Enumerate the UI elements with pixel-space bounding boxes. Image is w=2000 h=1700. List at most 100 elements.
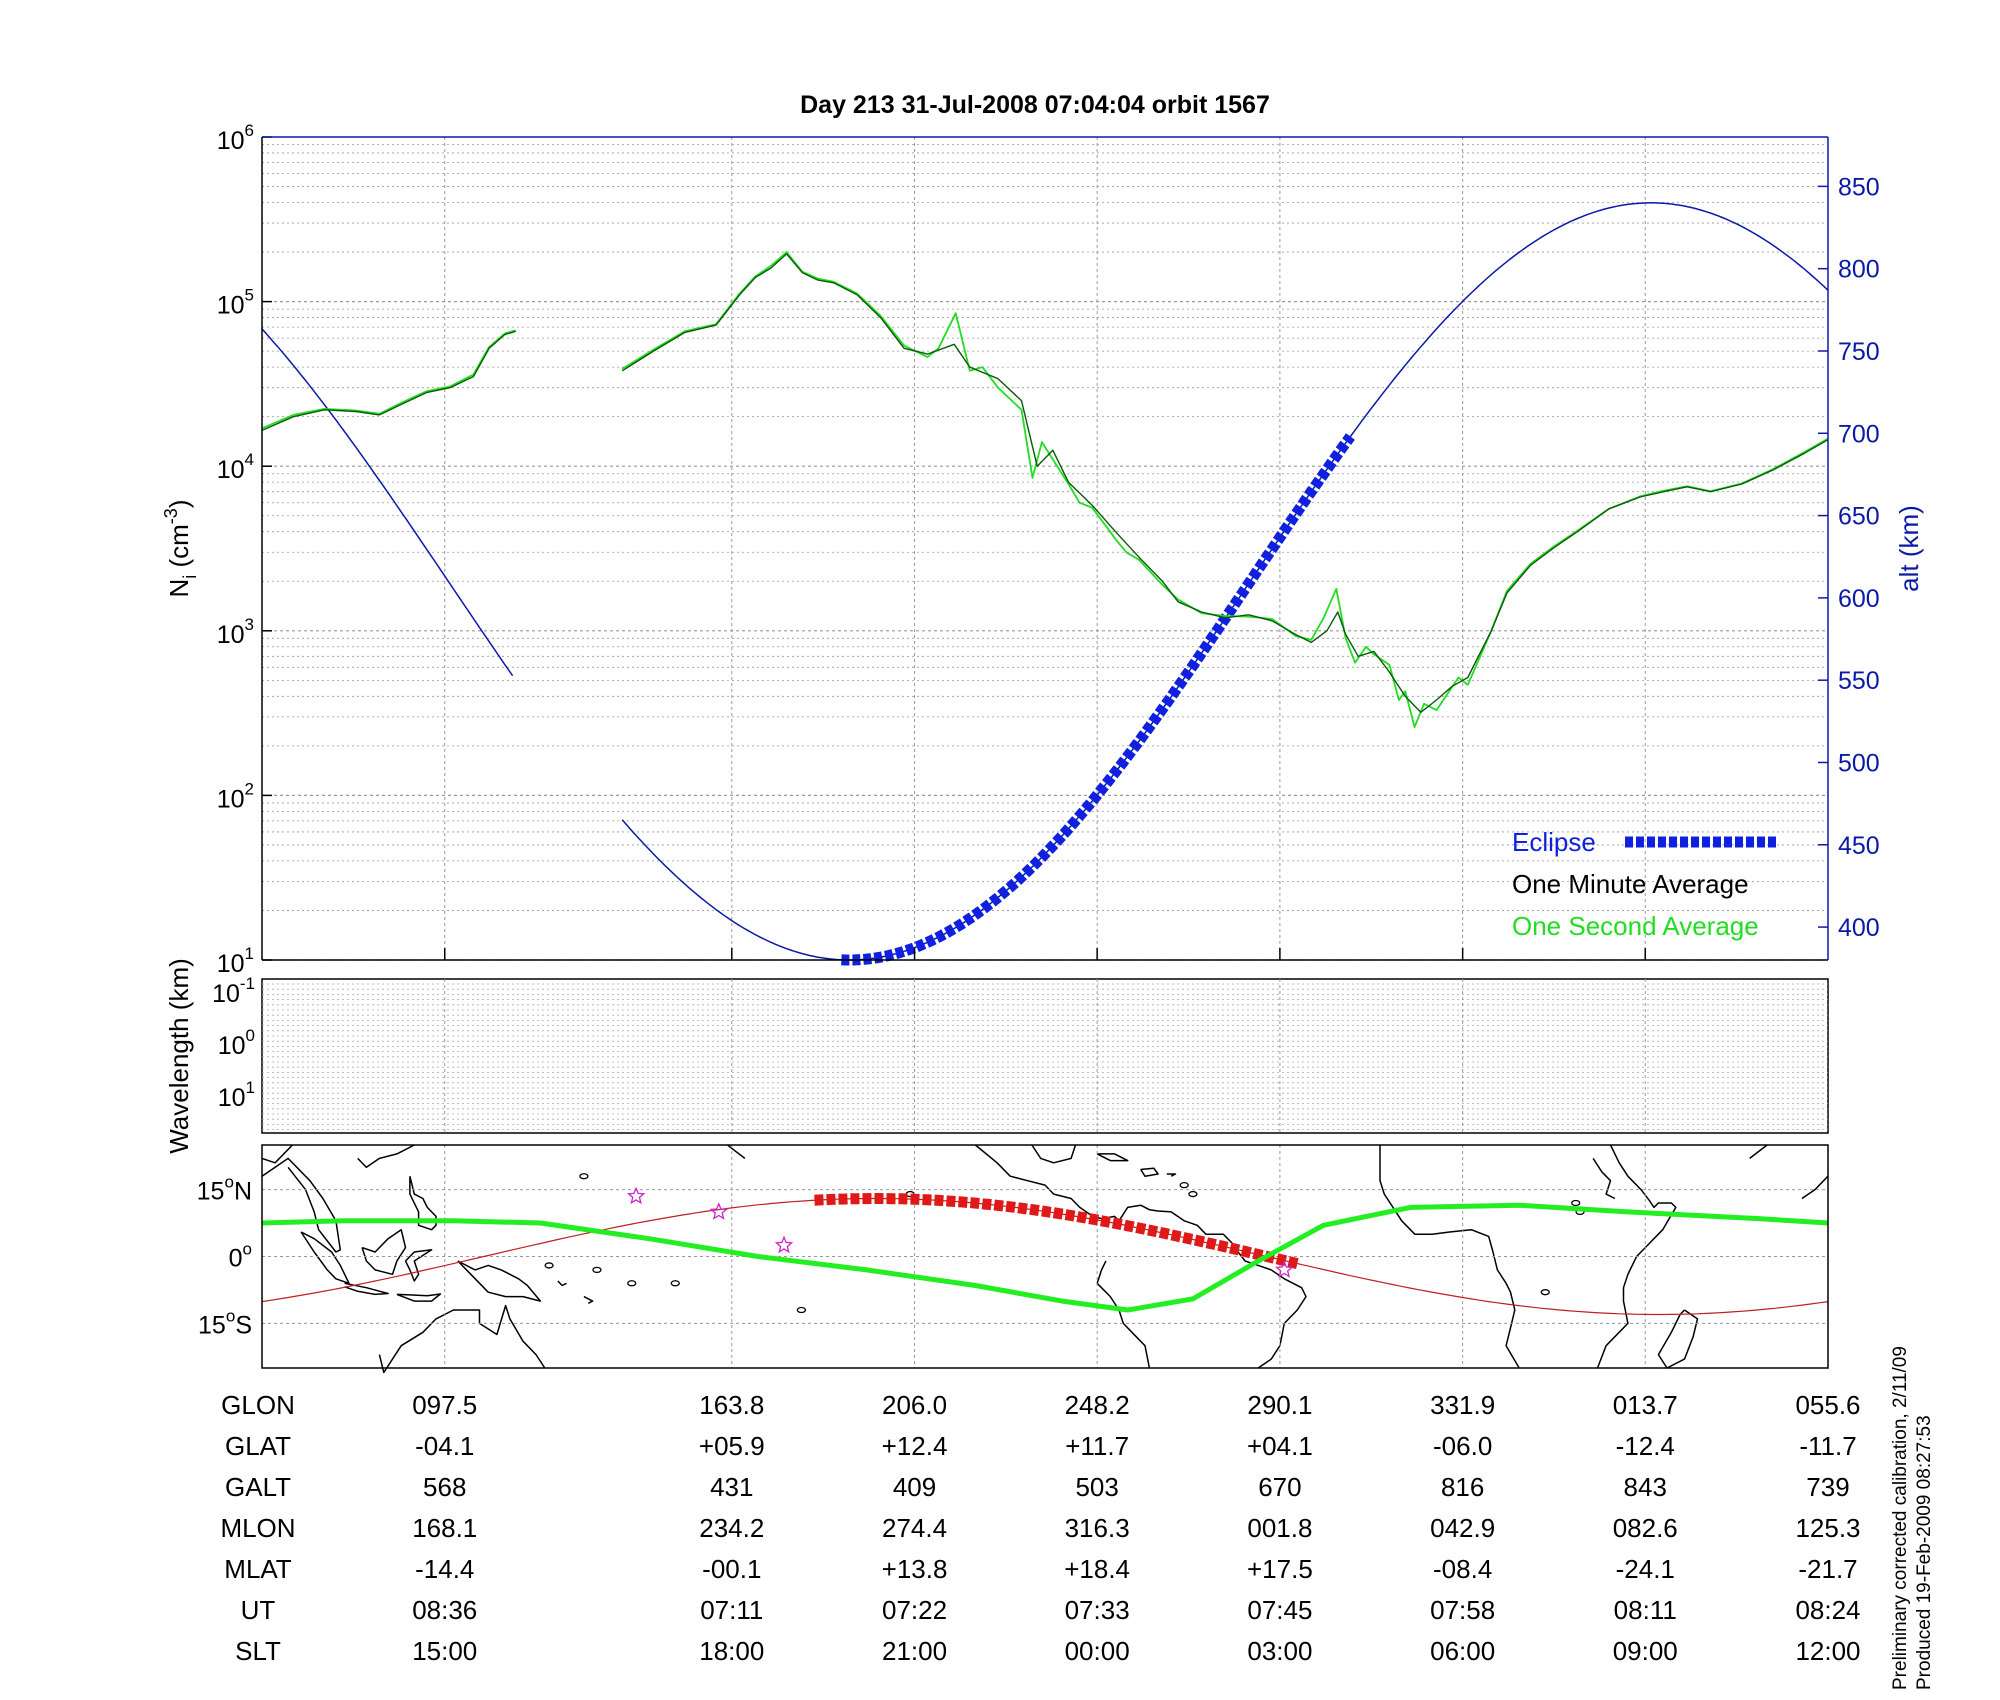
wavelength-tick-exponent: -1 [240,974,255,993]
ephemeris-row-label: GALT [225,1472,291,1502]
coastline [1096,1260,1151,1369]
ephemeris-cell: +04.1 [1247,1431,1313,1461]
wavelength-tick-label: 101 [218,1078,255,1112]
wavelength-frame [261,978,1829,1134]
y-label-subscript: i [180,575,200,579]
y-label-main: N [164,579,194,598]
ephemeris-cell: +12.4 [882,1431,948,1461]
ephemeris-cell: 07:45 [1247,1595,1312,1625]
ephemeris-cell: -06.0 [1433,1431,1492,1461]
y-tick-exponent: 1 [245,944,254,963]
island [1540,1289,1550,1296]
ephemeris-cell: 08:36 [412,1595,477,1625]
wavelength-tick-base: 10 [218,1032,246,1060]
latitude-tick-label: 0o [229,1240,252,1273]
wavelength-tick-label: 10-1 [212,974,255,1008]
y2-tick-label: 450 [1838,832,1880,860]
ephemeris-cell: 08:11 [1614,1595,1677,1625]
legend-label-second: One Second Average [1512,911,1759,941]
wavelength-tick-base: 10 [212,980,240,1008]
map-frame [261,1144,1829,1369]
degree-mark: o [226,1306,235,1325]
legend: Eclipse One Minute Average One Second Aver… [1512,827,1777,941]
ephemeris-cell: +18.4 [1064,1554,1130,1584]
y-tick-label: 105 [217,286,254,320]
star-marker [709,1202,729,1220]
ephemeris-cell: 07:33 [1065,1595,1130,1625]
star-marker [774,1235,794,1254]
y-tick-base: 10 [217,785,245,813]
ephemeris-cell: 234.2 [699,1513,764,1543]
y-axis-label: Ni (cm-3) [161,499,200,597]
wavelength-tick-label: 100 [218,1026,255,1060]
ephemeris-cell: 09:00 [1613,1636,1678,1666]
ephemeris-cell: -21.7 [1798,1554,1857,1584]
y2-tick-label: 750 [1838,338,1880,366]
ephemeris-cell: -12.4 [1616,1431,1675,1461]
ephemeris-cell: 274.4 [882,1513,947,1543]
latitude-tick-label: 15oN [197,1173,252,1206]
ephemeris-cell: 290.1 [1247,1390,1312,1420]
island [796,1306,807,1314]
degree-mark: o [243,1240,252,1259]
coastline [344,1282,389,1296]
y-tick-exponent: 4 [245,450,254,469]
y-tick-exponent: 3 [245,615,254,634]
coastline [409,1176,437,1231]
wavelength-tick-base: 10 [218,1084,246,1112]
footer-note: Preliminary corrected calibration, 2/11/… [1890,1346,1935,1690]
one-minute-average-line [261,330,516,432]
coastline [357,1144,415,1169]
ephemeris-cell: 331.9 [1430,1390,1495,1420]
coastline [457,1260,542,1302]
ephemeris-table: GLON GLAT GALT MLON MLAT UT SLT 097.5 -04.1 568 16… [220,1390,1860,1666]
ephemeris-cell: -00.1 [702,1554,761,1584]
ephemeris-cell: 248.2 [1065,1390,1130,1420]
magnetic-equator [261,1202,1829,1313]
latitude-value: 15 [197,1178,225,1206]
wavelength-tick-exponent: 0 [246,1026,255,1045]
ephemeris-row-label: GLAT [225,1431,291,1461]
y2-axis-label: alt (km) [1894,505,1924,592]
ephemeris-cell: +17.5 [1247,1554,1313,1584]
ephemeris-cell: 18:00 [699,1636,764,1666]
satellite-track-eclipse [814,1193,1299,1269]
coastline [396,1293,442,1302]
coastline [1140,1167,1159,1177]
ephemeris-cell: -08.4 [1433,1554,1492,1584]
latitude-value: 0 [229,1245,243,1273]
island [1179,1181,1189,1189]
ephemeris-cell: 503 [1075,1472,1118,1502]
ephemeris-cell: 816 [1441,1472,1484,1502]
eclipse-line [841,433,1355,966]
island [1188,1190,1198,1198]
coastline [974,1144,1307,1369]
y-tick-base: 10 [217,621,245,649]
ion-density-panel: 1011021031041051064004505005506006507007… [161,121,1924,978]
y-tick-base: 10 [217,456,245,484]
ephemeris-cell: +13.8 [882,1554,948,1584]
ephemeris-cell: 001.8 [1247,1513,1312,1543]
coastline [583,1295,594,1304]
ephemeris-cell: 097.5 [412,1390,477,1420]
ephemeris-cell: 082.6 [1613,1513,1678,1543]
ephemeris-cell: 042.9 [1430,1513,1495,1543]
coastline [300,1231,350,1285]
ephemeris-row-label: SLT [235,1636,281,1666]
y2-tick-label: 700 [1838,420,1880,448]
y2-tick-label: 650 [1838,503,1880,531]
ephemeris-row-label: MLAT [224,1554,292,1584]
chart-title: Day 213 31-Jul-2008 07:04:04 orbit 1567 [800,91,1270,119]
island [592,1266,602,1274]
altitude-line [261,328,514,677]
one-minute-average-line [621,253,1829,713]
ephemeris-cell: 055.6 [1795,1390,1860,1420]
ephemeris-cell: 409 [893,1472,936,1502]
footer-line-1: Preliminary corrected calibration, 2/11/… [1890,1346,1911,1690]
degree-mark: o [224,1173,233,1192]
y2-tick-label: 400 [1838,914,1880,942]
footer-line-2: Produced 19-Feb-2009 08:27:53 [1914,1415,1935,1690]
ephemeris-cell: 125.3 [1795,1513,1860,1543]
